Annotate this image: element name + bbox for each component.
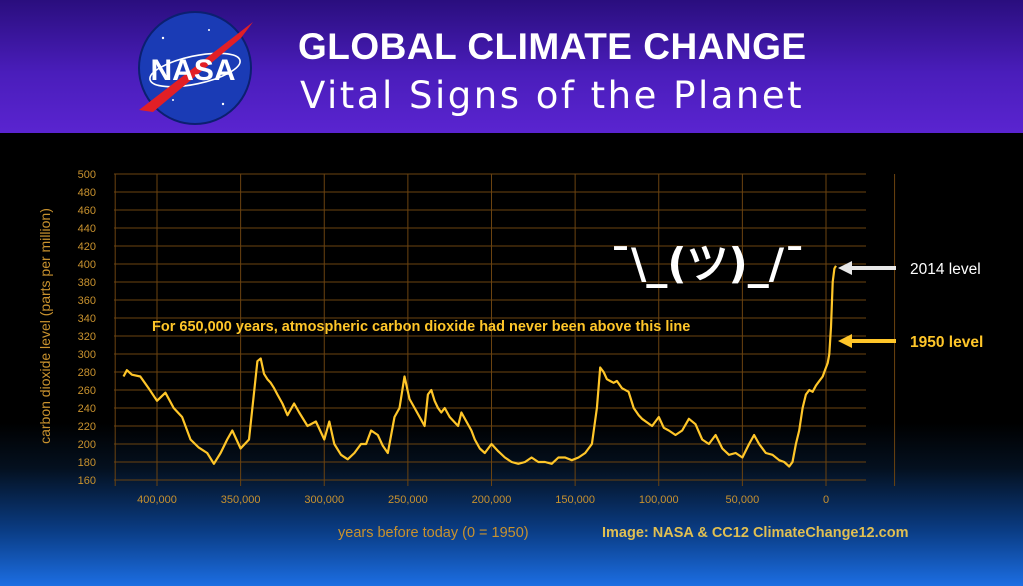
- x-tick-label: 150,000: [555, 494, 595, 506]
- x-tick-label: 0: [823, 494, 829, 506]
- x-tick-label: 350,000: [221, 494, 261, 506]
- y-tick-label: 420: [78, 241, 96, 253]
- x-tick-label: 250,000: [388, 494, 428, 506]
- co2-series-line: [122, 265, 837, 468]
- y-tick-label: 280: [78, 367, 96, 379]
- x-tick-label: 300,000: [304, 494, 344, 506]
- y-tick-label: 180: [78, 457, 96, 469]
- y-tick-label: 380: [78, 277, 96, 289]
- arrow-2014-icon: [838, 261, 896, 275]
- label-1950-level: 1950 level: [910, 334, 983, 351]
- y-tick-label: 480: [78, 187, 96, 199]
- page-subtitle: Vital Signs of the Planet: [300, 74, 805, 117]
- chart-grid: [114, 173, 896, 486]
- y-tick-label: 240: [78, 403, 96, 415]
- x-axis-label: years before today (0 = 1950): [338, 525, 529, 541]
- y-tick-label: 320: [78, 331, 96, 343]
- x-tick-label: 400,000: [137, 494, 177, 506]
- y-tick-label: 440: [78, 223, 96, 235]
- y-tick-label: 360: [78, 295, 96, 307]
- x-tick-label: 100,000: [639, 494, 679, 506]
- y-tick-label: 300: [78, 349, 96, 361]
- threshold-caption: For 650,000 years, atmospheric carbon di…: [152, 319, 690, 335]
- y-tick-label: 200: [78, 439, 96, 451]
- y-tick-label: 500: [78, 169, 96, 181]
- shrug-emoticon: ¯\_(ツ)_/¯: [610, 239, 805, 288]
- nasa-logo-text: NASA: [150, 54, 235, 87]
- y-tick-label: 260: [78, 385, 96, 397]
- header-banner: NASA GLOBAL CLIMATE CHANGE Vital Signs o…: [0, 0, 1023, 133]
- y-tick-label: 400: [78, 259, 96, 271]
- y-tick-labels: 160 180 200 220 240 260 280 300 320 340 360 380 400 4…: [78, 169, 96, 487]
- y-tick-label: 340: [78, 313, 96, 325]
- arrow-1950-icon: [838, 334, 896, 348]
- image-credit: Image: NASA & CC12 ClimateChange12.com: [602, 525, 908, 541]
- page-title: GLOBAL CLIMATE CHANGE: [298, 26, 807, 67]
- x-tick-label: 200,000: [472, 494, 512, 506]
- y-axis-label: carbon dioxide level (parts per million): [37, 208, 53, 444]
- chart-background: [0, 133, 1023, 586]
- x-tick-label: 50,000: [726, 494, 760, 506]
- y-tick-label: 460: [78, 205, 96, 217]
- nasa-logo: NASA: [138, 11, 253, 125]
- y-tick-label: 160: [78, 475, 96, 487]
- y-tick-label: 220: [78, 421, 96, 433]
- x-tick-labels: 400,000 350,000 300,000 250,000 200,000 150,0…: [137, 494, 829, 506]
- label-2014-level: 2014 level: [910, 261, 981, 278]
